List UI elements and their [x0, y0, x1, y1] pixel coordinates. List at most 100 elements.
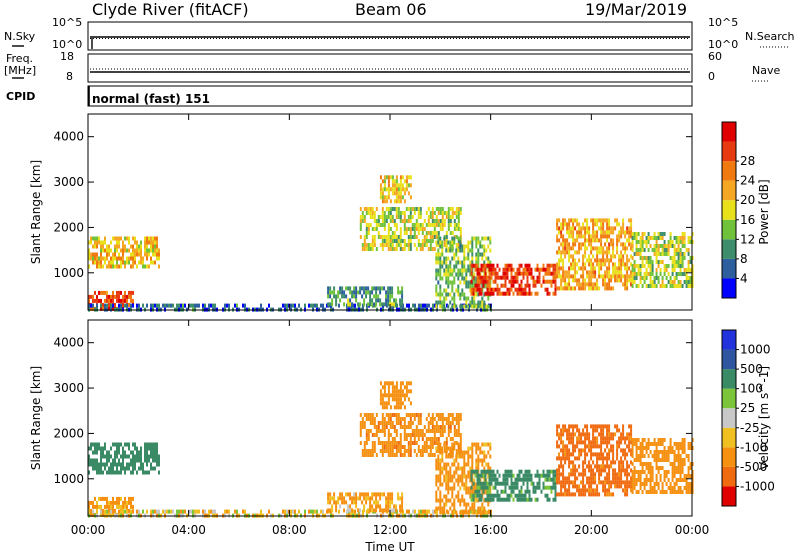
- velocity-cell-3: [337, 496, 340, 501]
- power-cell-8: [558, 218, 561, 223]
- velocity-cell-8: [558, 452, 561, 457]
- velocity-cell-9: [657, 458, 660, 462]
- velocity-cell-9: [669, 446, 672, 450]
- velocity-cell-4: [447, 425, 450, 429]
- power-cell-7: [552, 271, 555, 276]
- velocity-cell-4: [381, 453, 384, 457]
- power-cell-9: [673, 284, 676, 288]
- power-cell-3: [381, 286, 384, 291]
- power-cell-4: [439, 223, 442, 227]
- velocity-cell-0: [142, 470, 144, 475]
- velocity-cell-4: [385, 441, 388, 445]
- velocity-cell-9: [667, 454, 670, 458]
- power-cell-7: [534, 267, 537, 272]
- velocity-cell-8: [576, 476, 579, 481]
- power-cell-4: [437, 231, 440, 235]
- power-cell-4: [453, 227, 456, 231]
- power-cell-3: [375, 290, 378, 295]
- power-cell-7: [528, 271, 531, 276]
- velocity-cell-7: [536, 497, 539, 502]
- power-cell-7: [530, 275, 533, 280]
- velocity-cell-8: [574, 480, 577, 485]
- power-cell-3: [375, 286, 378, 291]
- power-cell-7: [538, 279, 541, 284]
- power-cell-0: [134, 248, 136, 253]
- power-cell-7: [492, 271, 495, 276]
- power-cell-4: [387, 239, 390, 243]
- velocity-cell-6: [445, 502, 448, 507]
- velocity-cell-6: [445, 462, 448, 467]
- velocity-cell-9: [645, 478, 648, 482]
- velocity-cell-6: [453, 446, 456, 451]
- power-cell-9: [663, 240, 666, 244]
- power-cell-8: [558, 274, 561, 279]
- velocity-cell-3: [363, 492, 366, 497]
- velocity-cell-3: [375, 492, 378, 497]
- velocity-cell-6: [465, 486, 468, 491]
- velocity-cell-4: [453, 417, 456, 421]
- velocity-cell-7: [540, 489, 543, 494]
- velocity-cell-4: [411, 441, 414, 445]
- velocity-cell-8: [610, 492, 613, 497]
- power-cell-6: [459, 248, 462, 253]
- power-cell-9: [673, 252, 676, 256]
- power-cell-6: [483, 260, 486, 265]
- velocity-cell-9: [679, 446, 682, 450]
- power-cell-0: [90, 252, 92, 257]
- nave-label: Nave: [752, 64, 781, 77]
- velocity-cell-8: [578, 428, 581, 433]
- power-cell-8: [614, 274, 617, 279]
- power-cell-9: [631, 264, 634, 268]
- power-cell-6: [443, 260, 446, 265]
- power-cell-6: [467, 240, 470, 245]
- power-cell-6: [465, 276, 468, 281]
- power-cell-8: [614, 254, 617, 259]
- velocity-cell-0: [94, 458, 96, 463]
- velocity-cell-0: [138, 458, 140, 463]
- power-cell-3: [359, 302, 362, 307]
- velocity-cell-3: [347, 492, 350, 497]
- velocity-cell-7: [488, 497, 491, 502]
- power-cell-8: [556, 238, 559, 243]
- power-cell-0: [96, 236, 98, 241]
- velocity-cell-6: [459, 502, 462, 507]
- power-cell-9: [685, 284, 688, 288]
- power-cell-2: [88, 303, 90, 308]
- velocity-cell-0: [94, 450, 96, 455]
- velocity-cell-8: [628, 444, 631, 449]
- power-cell-4: [409, 215, 412, 219]
- velocity-cell-0: [90, 462, 92, 467]
- power-cell-6: [455, 248, 458, 253]
- power-cell-9: [679, 248, 682, 252]
- power-cell-2: [244, 303, 246, 308]
- velocity-cell-4: [387, 437, 390, 441]
- power-cell-8: [582, 234, 585, 239]
- power-cell-7: [486, 291, 489, 296]
- power-cell-0: [116, 248, 118, 253]
- power-cell-4: [409, 239, 412, 243]
- velocity-cell-9: [683, 446, 686, 450]
- velocity-cell-7: [532, 481, 535, 486]
- power-cell-8: [590, 262, 593, 267]
- velocity-cell-9: [649, 442, 652, 446]
- power-cell-8: [602, 258, 605, 263]
- velocity-cell-4: [397, 413, 400, 417]
- power-cell-1: [122, 302, 124, 307]
- power-cell-9: [655, 240, 658, 244]
- power-cell-0: [104, 240, 106, 245]
- power-cell-4: [361, 219, 364, 223]
- velocity-cell-6: [443, 466, 446, 471]
- velocity-cell-6: [465, 462, 468, 467]
- power-cell-6: [435, 256, 438, 261]
- power-cell-9: [671, 272, 674, 276]
- velocity-cell-9: [675, 458, 678, 462]
- power-cell-8: [596, 286, 599, 291]
- velocity-cell-1: [90, 500, 92, 505]
- power-cell-4: [423, 219, 426, 223]
- velocity-cell-5: [399, 393, 402, 398]
- power-cell-7: [552, 291, 555, 296]
- velocity-cell-6: [455, 466, 458, 471]
- velocity-cell-9: [679, 462, 682, 466]
- power-cell-8: [610, 254, 613, 259]
- power-cell-2: [168, 303, 170, 308]
